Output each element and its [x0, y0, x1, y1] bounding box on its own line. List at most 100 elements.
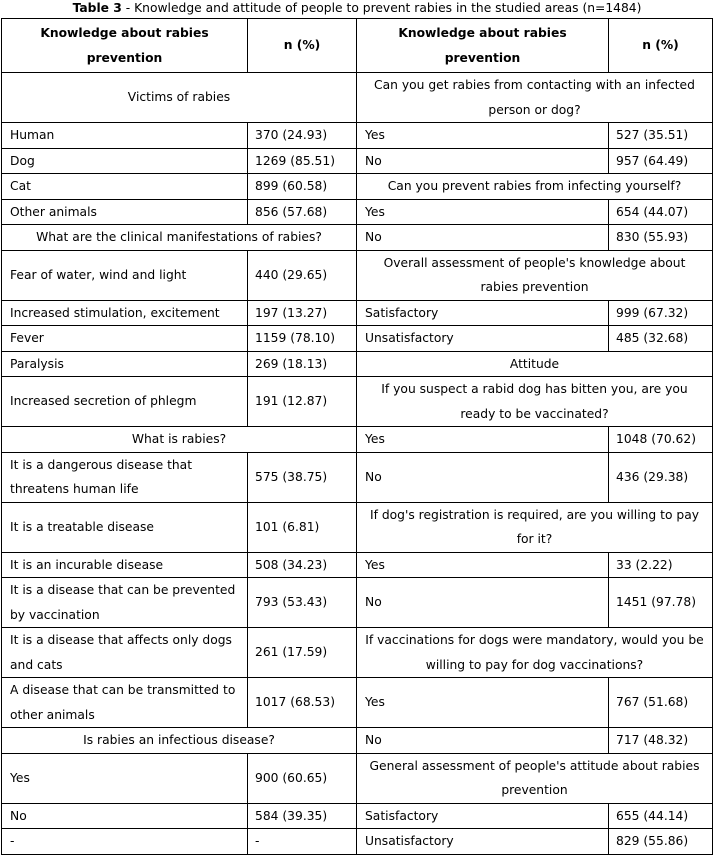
- section-heading: Can you prevent rabies from infecting yo…: [356, 173, 713, 200]
- item-label: Human: [1, 122, 248, 149]
- section-heading: What are the clinical manifestations of …: [1, 224, 357, 251]
- item-value: 584 (39.35): [247, 802, 357, 829]
- item-label: It is an incurable disease: [1, 551, 248, 578]
- item-label: No: [356, 224, 609, 251]
- table-row: A disease that can be transmitted to oth…: [1, 677, 713, 728]
- item-value: 900 (60.65): [247, 752, 357, 804]
- table-row: Paralysis 269 (18.13) Attitude: [1, 350, 713, 377]
- header-left-item: Knowledge about rabies prevention: [1, 18, 248, 73]
- item-value: 856 (57.68): [247, 198, 357, 225]
- header-right-item: Knowledge about rabies prevention: [356, 18, 609, 73]
- table-row: Yes 900 (60.65) General assessment of peop…: [1, 752, 713, 804]
- table-row: Increased stimulation, excitement 197 (13…: [1, 299, 713, 326]
- item-label: A disease that can be transmitted to oth…: [1, 677, 248, 728]
- item-value: 1048 (70.62): [608, 426, 713, 453]
- section-heading: What is rabies?: [1, 426, 357, 453]
- section-heading: Is rabies an infectious disease?: [1, 727, 357, 754]
- item-value: 197 (13.27): [247, 299, 357, 326]
- item-value: 33 (2.22): [608, 551, 713, 578]
- table-caption: Table 3 - Knowledge and attitude of peop…: [0, 0, 714, 18]
- item-label: No: [1, 802, 248, 829]
- section-heading: Overall assessment of people's knowledge…: [356, 249, 713, 301]
- table-row: Cat 899 (60.58) Can you prevent rabies fro…: [1, 173, 713, 200]
- item-label: Satisfactory: [356, 299, 609, 326]
- header-left-n: n (%): [247, 18, 357, 73]
- table-row: What is rabies? Yes 1048 (70.62): [1, 426, 713, 453]
- item-value: 793 (53.43): [247, 577, 357, 628]
- item-value: 1017 (68.53): [247, 677, 357, 728]
- table-title: - Knowledge and attitude of people to pr…: [121, 1, 642, 15]
- item-label: It is a treatable disease: [1, 501, 248, 553]
- item-value: 655 (44.14): [608, 802, 713, 829]
- table-row: It is a disease that affects only dogs a…: [1, 627, 713, 678]
- item-label: No: [356, 147, 609, 174]
- table-row: Victims of rabies Can you get rabies from…: [1, 72, 713, 123]
- item-value: 575 (38.75): [247, 451, 357, 503]
- section-heading: If dog's registration is required, are y…: [356, 501, 713, 553]
- item-value: 1159 (78.10): [247, 325, 357, 352]
- item-value: 899 (60.58): [247, 173, 357, 200]
- item-value: 485 (32.68): [608, 325, 713, 352]
- item-value: 767 (51.68): [608, 677, 713, 728]
- item-label: Yes: [356, 198, 609, 225]
- section-heading: Victims of rabies: [1, 72, 357, 123]
- item-label: It is a disease that can be prevented by…: [1, 577, 248, 628]
- item-value: 1451 (97.78): [608, 577, 713, 628]
- item-value: 370 (24.93): [247, 122, 357, 149]
- item-label: -: [1, 828, 248, 855]
- table-row: Dog 1269 (85.51) No 957 (64.49): [1, 147, 713, 174]
- section-heading: General assessment of people's attitude …: [356, 752, 713, 804]
- table-row: It is a treatable disease 101 (6.81) If do…: [1, 501, 713, 553]
- item-label: No: [356, 577, 609, 628]
- section-heading: If you suspect a rabid dog has bitten yo…: [356, 376, 713, 427]
- item-value: 717 (48.32): [608, 727, 713, 754]
- table-row: Is rabies an infectious disease? No 717 (4…: [1, 727, 713, 754]
- item-label: Yes: [356, 426, 609, 453]
- table-row: It is a disease that can be prevented by…: [1, 577, 713, 628]
- item-label: Unsatisfactory: [356, 325, 609, 352]
- item-label: Satisfactory: [356, 802, 609, 829]
- item-value: 101 (6.81): [247, 501, 357, 553]
- item-label: Increased stimulation, excitement: [1, 299, 248, 326]
- item-label: Yes: [356, 677, 609, 728]
- item-value: 527 (35.51): [608, 122, 713, 149]
- item-value: 999 (67.32): [608, 299, 713, 326]
- item-label: Yes: [1, 752, 248, 804]
- header-right-n: n (%): [608, 18, 713, 73]
- table-row: No 584 (39.35) Satisfactory 655 (44.14): [1, 802, 713, 829]
- section-heading: Attitude: [356, 350, 713, 377]
- table-row: Fever 1159 (78.10) Unsatisfactory 485 (32.6…: [1, 325, 713, 352]
- table-row: It is an incurable disease 508 (34.23) Yes…: [1, 551, 713, 578]
- header-row: Knowledge about rabies prevention n (%) …: [1, 18, 713, 73]
- table-row: Human 370 (24.93) Yes 527 (35.51): [1, 122, 713, 149]
- table-row: It is a dangerous disease that threatens…: [1, 451, 713, 503]
- item-label: Yes: [356, 551, 609, 578]
- item-label: No: [356, 727, 609, 754]
- item-label: It is a disease that affects only dogs a…: [1, 627, 248, 678]
- item-value: 269 (18.13): [247, 350, 357, 377]
- item-value: 261 (17.59): [247, 627, 357, 678]
- table-row: Increased secretion of phlegm 191 (12.87)…: [1, 376, 713, 427]
- item-value: 191 (12.87): [247, 376, 357, 427]
- section-heading: Can you get rabies from contacting with …: [356, 72, 713, 123]
- item-value: -: [247, 828, 357, 855]
- rabies-table: Knowledge about rabies prevention n (%) …: [1, 18, 713, 855]
- item-value: 508 (34.23): [247, 551, 357, 578]
- item-value: 440 (29.65): [247, 249, 357, 301]
- table-row: - - Unsatisfactory 829 (55.86): [1, 828, 713, 855]
- table-row: What are the clinical manifestations of …: [1, 224, 713, 251]
- item-label: Fear of water, wind and light: [1, 249, 248, 301]
- item-label: Unsatisfactory: [356, 828, 609, 855]
- item-value: 1269 (85.51): [247, 147, 357, 174]
- item-label: Dog: [1, 147, 248, 174]
- item-label: Other animals: [1, 198, 248, 225]
- table-label: Table 3: [72, 1, 122, 15]
- item-value: 830 (55.93): [608, 224, 713, 251]
- table-row: Other animals 856 (57.68) Yes 654 (44.07): [1, 198, 713, 225]
- item-label: Paralysis: [1, 350, 248, 377]
- item-value: 957 (64.49): [608, 147, 713, 174]
- item-value: 654 (44.07): [608, 198, 713, 225]
- item-label: Increased secretion of phlegm: [1, 376, 248, 427]
- item-label: Fever: [1, 325, 248, 352]
- item-label: Cat: [1, 173, 248, 200]
